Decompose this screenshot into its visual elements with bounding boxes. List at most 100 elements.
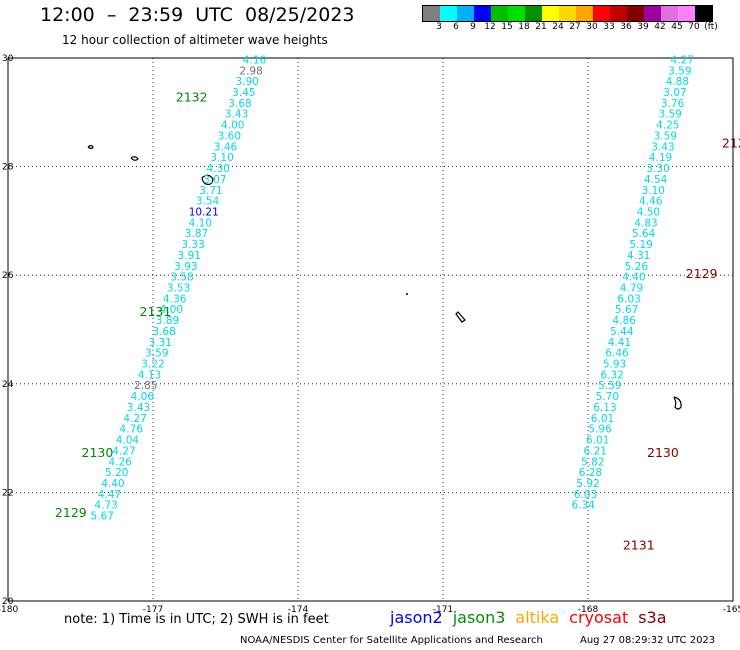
wave-height-value: 6.03 <box>617 293 640 305</box>
island-outline <box>673 396 682 410</box>
legend-tick-label: 30 <box>586 22 598 32</box>
wave-height-value: 5.67 <box>91 511 114 523</box>
pass-time-label: 2131 <box>140 304 172 319</box>
legend-tick-label: (ft) <box>704 22 718 32</box>
wave-height-value: 4.50 <box>637 206 660 218</box>
legend-swatch <box>525 6 542 21</box>
wave-height-value: 3.53 <box>167 282 190 294</box>
y-tick-label: 22 <box>2 488 13 498</box>
wave-height-value: 3.30 <box>646 163 669 175</box>
legend-swatch <box>576 6 593 21</box>
wave-height-value: 3.10 <box>210 152 233 164</box>
legend-swatch <box>661 6 678 21</box>
satellite-label: altika <box>515 608 560 627</box>
legend-tick-label: 33 <box>603 22 615 32</box>
note-text: note: 1) Time is in UTC; 2) SWH is in fe… <box>64 612 329 627</box>
wave-height-value: 3.07 <box>203 174 226 186</box>
y-tick-label: 30 <box>2 54 14 64</box>
legend-tick-label: 6 <box>453 22 459 32</box>
wave-height-value: 4.16 <box>243 54 267 66</box>
wave-height-value: 3.43 <box>225 109 248 121</box>
wave-height-value: 3.91 <box>178 250 201 262</box>
legend-swatch <box>610 6 627 21</box>
wave-height-value: 6.21 <box>584 445 607 457</box>
legend-swatch <box>593 6 610 21</box>
legend-tick-label: 15 <box>501 22 513 32</box>
legend-tick-label: 18 <box>518 22 530 32</box>
legend-swatch <box>474 6 491 21</box>
wave-height-value: 4.46 <box>639 196 663 208</box>
wave-height-value: 4.76 <box>120 424 144 436</box>
satellite-label: jason3 <box>452 608 506 627</box>
chart-title: 12:00 – 23:59 UTC 08/25/2023 <box>40 4 355 26</box>
x-tick-label: -174 <box>288 605 309 615</box>
wave-height-value: 6.01 <box>586 435 609 447</box>
wave-height-value: 3.43 <box>127 402 150 414</box>
satellite-label: jason2 <box>390 608 443 627</box>
wave-height-value: 3.46 <box>214 141 238 153</box>
wave-height-value: 4.40 <box>622 272 645 284</box>
wave-height-value: 6.34 <box>571 500 595 512</box>
legend-swatch <box>695 6 712 21</box>
island-outline <box>87 144 94 150</box>
wave-height-value: 3.79 <box>250 33 273 45</box>
legend-swatch <box>457 6 474 21</box>
legend-swatch <box>491 6 508 21</box>
legend-tick-label: 24 <box>552 22 564 32</box>
legend-tick-label: 42 <box>654 22 666 32</box>
wave-height-value: 5.82 <box>581 456 604 468</box>
island-outline <box>130 156 139 161</box>
legend-tick-label: 36 <box>620 22 632 32</box>
x-tick-label: -171 <box>433 605 453 615</box>
wave-height-value: 3.60 <box>218 130 241 142</box>
x-tick-label: -168 <box>578 605 599 615</box>
wave-height-value: 3.58 <box>170 272 193 284</box>
wave-height-value: 3.22 <box>141 359 164 371</box>
pass-time-label: 2132 <box>176 89 208 104</box>
wave-height-value: 3.07 <box>663 87 686 99</box>
y-tick-label: 26 <box>2 271 14 281</box>
wave-height-value: 4.06 <box>131 391 155 403</box>
legend-swatch <box>559 6 576 21</box>
wave-height-value: 4.27 <box>112 445 135 457</box>
wave-height-value: 3.90 <box>236 76 259 88</box>
wave-height-value: 4.36 <box>163 293 187 305</box>
wave-height-value: 4.30 <box>207 163 230 175</box>
satellite-legend: jason2 jason3 altika cryosat s3a <box>390 608 677 627</box>
pass-time-label: 2129 <box>55 505 87 520</box>
wave-height-value: 3.77 <box>673 44 696 56</box>
wave-height-value: 3.68 <box>152 326 175 338</box>
wave-height-value: 5.92 <box>576 478 599 490</box>
wave-height-value: 4.00 <box>221 120 244 132</box>
legend-swatch <box>440 6 457 21</box>
wave-height-value: 4.54 <box>247 44 271 56</box>
wave-height-value: 3.71 <box>199 185 222 197</box>
pass-time-label: 2131 <box>623 537 655 552</box>
legend-swatch <box>508 6 525 21</box>
wave-height-value: 3.59 <box>658 109 681 121</box>
wave-height-value: 6.46 <box>605 348 629 360</box>
island-outline <box>201 174 214 186</box>
wave-height-value: 5.70 <box>596 391 619 403</box>
wave-height-value: 6.03 <box>574 489 597 501</box>
plot-frame <box>7 57 734 602</box>
legend-swatch <box>423 6 440 21</box>
wave-height-value: 4.10 <box>189 217 212 229</box>
color-legend <box>422 5 713 22</box>
satellite-label: cryosat <box>569 608 629 627</box>
wave-height-value: 3.45 <box>232 87 255 99</box>
wave-height-value: 10.21 <box>189 206 219 218</box>
y-tick-label: 28 <box>2 163 14 173</box>
wave-height-value: 2.98 <box>239 65 262 77</box>
legend-swatch <box>627 6 644 21</box>
legend-tick-label: 9 <box>470 22 476 32</box>
wave-height-value: 4.79 <box>620 282 643 294</box>
wave-height-value: 4.73 <box>94 500 117 512</box>
wave-height-value: 3.87 <box>185 228 208 240</box>
credit-text: NOAA/NESDIS Center for Satellite Applica… <box>240 635 543 646</box>
pass-time-label: 2128 <box>722 136 740 151</box>
wave-height-value: 6.13 <box>593 402 616 414</box>
legend-tick-label: 21 <box>535 22 547 32</box>
wave-height-value: 5.44 <box>610 326 634 338</box>
